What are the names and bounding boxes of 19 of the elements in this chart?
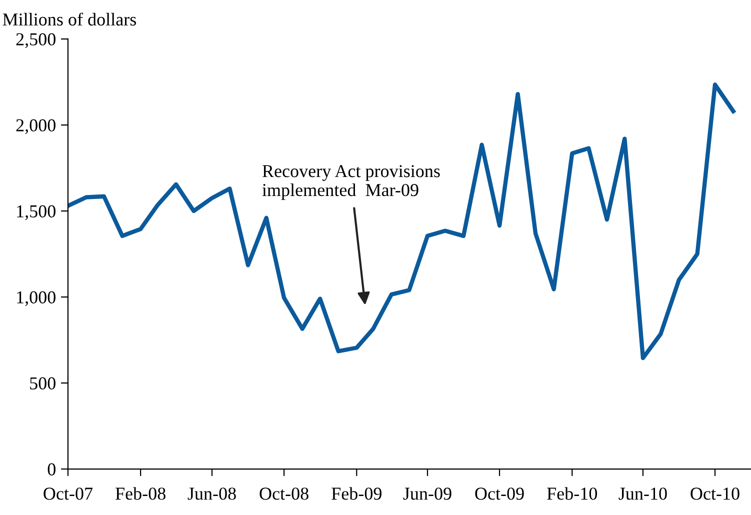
x-tick-label: Feb-08 (116, 487, 166, 500)
y-tick-label: 1,000 (17, 291, 56, 306)
y-tick-label: 500 (30, 377, 56, 390)
y-tick-label: 2,500 (16, 33, 56, 48)
x-tick-label: Oct-10 (690, 488, 740, 500)
y-tick-label: 1,500 (17, 205, 56, 220)
x-tick-label: Jun-09 (403, 488, 452, 500)
x-tick-label: Feb-10 (547, 487, 598, 500)
x-tick-label: Oct-08 (260, 488, 308, 500)
x-tick-label: Oct-09 (475, 488, 524, 500)
x-tick-label: Oct-07 (44, 488, 93, 500)
y-tick-label: 0 (48, 463, 56, 476)
annotation: Recovery Act provisions implemented Mar-09 (262, 165, 440, 200)
y-tick-label: 2,000 (16, 119, 56, 134)
x-tick-label: Jun-08 (188, 488, 236, 500)
y-axis-title: Millions of dollars (2, 12, 136, 26)
x-tick-label: Jun-10 (618, 488, 667, 500)
x-tick-label: Feb-09 (332, 487, 382, 500)
line-series (68, 82, 736, 360)
